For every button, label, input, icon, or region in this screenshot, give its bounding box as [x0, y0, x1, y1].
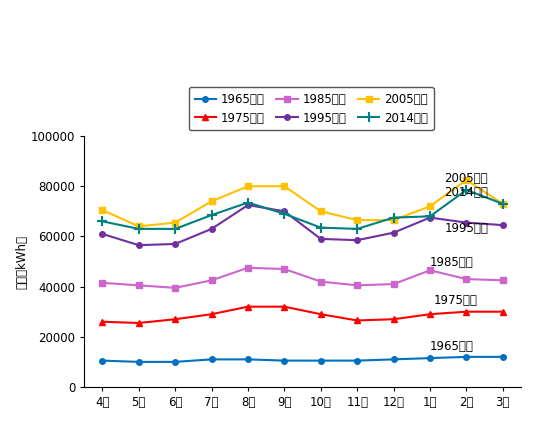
- 1965年度: [99, 358, 106, 363]
- Legend: 1965年度, 1975年度, 1985年度, 1995年度, 2005年度, 2014年度: 1965年度, 1975年度, 1985年度, 1995年度, 2005年度, …: [189, 87, 434, 131]
- 1975年度: [354, 318, 360, 323]
- 2014年度: [99, 219, 106, 224]
- 1985年度: [463, 276, 470, 282]
- 2005年度: [390, 218, 397, 223]
- 1995年度: [281, 209, 288, 214]
- 2005年度: [136, 224, 142, 229]
- 1985年度: [245, 265, 251, 271]
- 1975年度: [172, 317, 178, 322]
- 1985年度: [317, 279, 324, 284]
- 2014年度: [209, 212, 215, 218]
- Line: 1975年度: 1975年度: [99, 303, 507, 326]
- Text: 2014年度: 2014年度: [444, 186, 488, 199]
- Line: 2005年度: 2005年度: [100, 177, 505, 229]
- 2014年度: [463, 187, 470, 192]
- 2014年度: [500, 201, 506, 206]
- 1965年度: [136, 359, 142, 364]
- 2014年度: [172, 226, 178, 232]
- Line: 1985年度: 1985年度: [100, 265, 505, 290]
- 1995年度: [317, 236, 324, 241]
- 2014年度: [427, 214, 433, 219]
- 1975年度: [245, 304, 251, 309]
- 1965年度: [427, 356, 433, 361]
- 1985年度: [427, 268, 433, 273]
- Text: 1985年度: 1985年度: [430, 256, 474, 269]
- 1995年度: [245, 203, 251, 208]
- 2005年度: [209, 199, 215, 204]
- 1985年度: [136, 283, 142, 288]
- 1995年度: [427, 215, 433, 220]
- 1985年度: [172, 285, 178, 290]
- 1985年度: [99, 280, 106, 285]
- 1995年度: [136, 243, 142, 248]
- 1975年度: [209, 312, 215, 317]
- Line: 1965年度: 1965年度: [100, 354, 505, 365]
- Text: 2005年度: 2005年度: [444, 172, 488, 185]
- Line: 2014年度: 2014年度: [98, 185, 508, 234]
- 1995年度: [354, 237, 360, 243]
- 1965年度: [463, 354, 470, 360]
- 2005年度: [427, 204, 433, 209]
- 1965年度: [245, 357, 251, 362]
- 1995年度: [209, 226, 215, 232]
- 1995年度: [500, 223, 506, 228]
- 2005年度: [245, 184, 251, 189]
- 1975年度: [427, 312, 433, 317]
- 2005年度: [317, 209, 324, 214]
- Y-axis label: （百万kWh）: （百万kWh）: [15, 234, 28, 288]
- Line: 1995年度: 1995年度: [100, 202, 505, 248]
- 2005年度: [354, 218, 360, 223]
- 1975年度: [136, 321, 142, 326]
- 1965年度: [500, 354, 506, 360]
- 1975年度: [317, 312, 324, 317]
- 2005年度: [463, 177, 470, 182]
- 2014年度: [136, 226, 142, 232]
- 2014年度: [317, 225, 324, 230]
- 2014年度: [354, 226, 360, 232]
- 1975年度: [500, 309, 506, 314]
- 1975年度: [390, 317, 397, 322]
- 1965年度: [354, 358, 360, 363]
- 1965年度: [209, 357, 215, 362]
- 2014年度: [281, 211, 288, 216]
- 1985年度: [354, 283, 360, 288]
- 1965年度: [281, 358, 288, 363]
- 1965年度: [172, 359, 178, 364]
- 2014年度: [390, 215, 397, 220]
- 1995年度: [390, 230, 397, 235]
- Text: 1965年度: 1965年度: [430, 340, 474, 353]
- 1995年度: [99, 232, 106, 237]
- Text: 1995年度: 1995年度: [444, 222, 488, 235]
- 1995年度: [172, 241, 178, 246]
- Text: 1975年度: 1975年度: [434, 294, 478, 307]
- 1985年度: [390, 282, 397, 287]
- 2005年度: [500, 201, 506, 206]
- 1965年度: [317, 358, 324, 363]
- 1975年度: [99, 319, 106, 324]
- 1985年度: [209, 278, 215, 283]
- 1965年度: [390, 357, 397, 362]
- 1985年度: [281, 267, 288, 272]
- 2014年度: [245, 200, 251, 205]
- 1995年度: [463, 220, 470, 225]
- 2005年度: [172, 220, 178, 225]
- 2005年度: [281, 184, 288, 189]
- 2005年度: [99, 207, 106, 212]
- 1975年度: [463, 309, 470, 314]
- 1985年度: [500, 278, 506, 283]
- 1975年度: [281, 304, 288, 309]
